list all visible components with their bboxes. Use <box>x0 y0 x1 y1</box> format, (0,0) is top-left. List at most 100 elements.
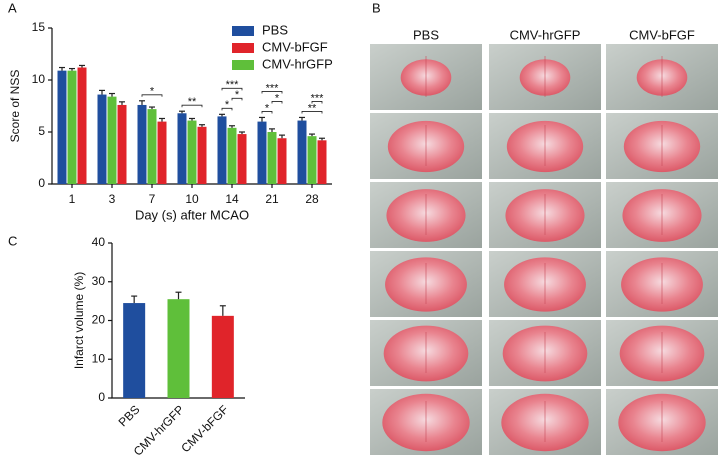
bar <box>187 120 197 184</box>
error-bar <box>229 125 235 128</box>
error-bar <box>199 124 205 127</box>
panel-label: C <box>8 233 17 248</box>
bar <box>57 70 67 184</box>
significance-bracket <box>221 107 233 111</box>
x-tick-label: PBS <box>116 402 143 429</box>
error-bar <box>131 295 138 304</box>
significance-bracket <box>221 87 243 91</box>
error-bar <box>139 100 145 105</box>
column-header: PBS <box>413 27 439 42</box>
significance-bracket <box>301 111 323 114</box>
bar <box>177 113 187 184</box>
y-tick-label: 40 <box>92 235 106 249</box>
bar <box>237 134 247 184</box>
significance-bracket <box>261 111 273 114</box>
error-bar <box>279 134 285 139</box>
error-bar <box>189 117 195 121</box>
significance-bracket <box>181 104 203 108</box>
y-tick-label: 0 <box>98 390 105 404</box>
x-tick-label: 28 <box>305 192 319 206</box>
legend-swatch <box>232 43 254 53</box>
significance-bracket <box>261 91 283 94</box>
x-tick-label: 1 <box>69 192 76 206</box>
x-tick-label: 3 <box>109 192 116 206</box>
significance-label: * <box>150 86 155 98</box>
bar <box>307 136 317 184</box>
error-bar <box>149 106 155 110</box>
error-bar <box>219 305 226 316</box>
x-axis-label: Day (s) after MCAO <box>135 207 249 222</box>
y-tick-label: 5 <box>38 124 45 138</box>
legend-swatch <box>232 26 254 36</box>
panel-label: B <box>372 0 381 15</box>
x-tick-label: 21 <box>265 192 279 206</box>
bar <box>217 116 227 184</box>
error-bar <box>59 66 65 71</box>
bar <box>137 104 147 184</box>
y-tick-label: 30 <box>92 274 106 288</box>
bar <box>267 132 277 184</box>
legend-label: PBS <box>262 22 288 37</box>
error-bar <box>309 133 315 137</box>
bar <box>147 109 157 184</box>
bar <box>117 104 127 184</box>
bar <box>297 120 307 184</box>
legend-swatch <box>232 60 254 70</box>
significance-label: * <box>225 99 230 111</box>
bar <box>77 67 87 184</box>
bar <box>197 126 207 184</box>
error-bar <box>69 67 75 71</box>
x-tick-label: 10 <box>185 192 199 206</box>
significance-label: ** <box>308 102 317 114</box>
error-bar <box>259 116 265 122</box>
panel-label: A <box>8 0 17 15</box>
error-bar <box>119 101 125 105</box>
bar <box>97 94 107 184</box>
significance-label: *** <box>266 82 280 94</box>
error-bar <box>79 64 85 68</box>
significance-bracket <box>141 94 163 97</box>
significance-label: * <box>265 102 270 114</box>
legend-label: CMV-bFGF <box>262 39 328 54</box>
bar <box>227 127 237 184</box>
bar <box>211 315 234 398</box>
bar <box>67 70 77 184</box>
bar <box>317 140 327 184</box>
y-axis-label: Score of NSS <box>8 70 22 143</box>
significance-bracket <box>231 97 243 101</box>
significance-label: * <box>235 89 240 101</box>
y-tick-label: 20 <box>92 313 106 327</box>
error-bar <box>269 128 275 132</box>
error-bar <box>299 116 305 121</box>
significance-bracket <box>311 101 323 104</box>
significance-label: *** <box>311 92 325 104</box>
column-header: CMV-bFGF <box>629 27 695 42</box>
error-bar <box>179 110 185 114</box>
significance-label: *** <box>226 79 240 91</box>
error-bar <box>319 137 325 141</box>
y-tick-label: 10 <box>32 72 46 86</box>
y-tick-label: 15 <box>32 20 46 34</box>
y-tick-label: 0 <box>38 176 45 190</box>
error-bar <box>219 113 225 117</box>
bar <box>167 299 190 398</box>
error-bar <box>109 92 115 97</box>
error-bar <box>175 291 182 300</box>
significance-label: * <box>275 92 280 104</box>
error-bar <box>239 131 245 135</box>
bar <box>157 121 167 184</box>
bar <box>257 121 267 184</box>
bar <box>123 303 146 398</box>
column-header: CMV-hrGFP <box>510 27 581 42</box>
y-axis-label: Infarct volume (%) <box>72 272 86 369</box>
x-tick-label: CMV-bFGF <box>178 402 231 455</box>
error-bar <box>159 117 165 122</box>
x-tick-label: 7 <box>149 192 156 206</box>
legend-label: CMV-hrGFP <box>262 56 333 71</box>
bar <box>277 138 287 184</box>
error-bar <box>99 89 105 95</box>
x-tick-label: 14 <box>225 192 239 206</box>
bar <box>107 96 117 184</box>
significance-bracket <box>271 101 283 104</box>
